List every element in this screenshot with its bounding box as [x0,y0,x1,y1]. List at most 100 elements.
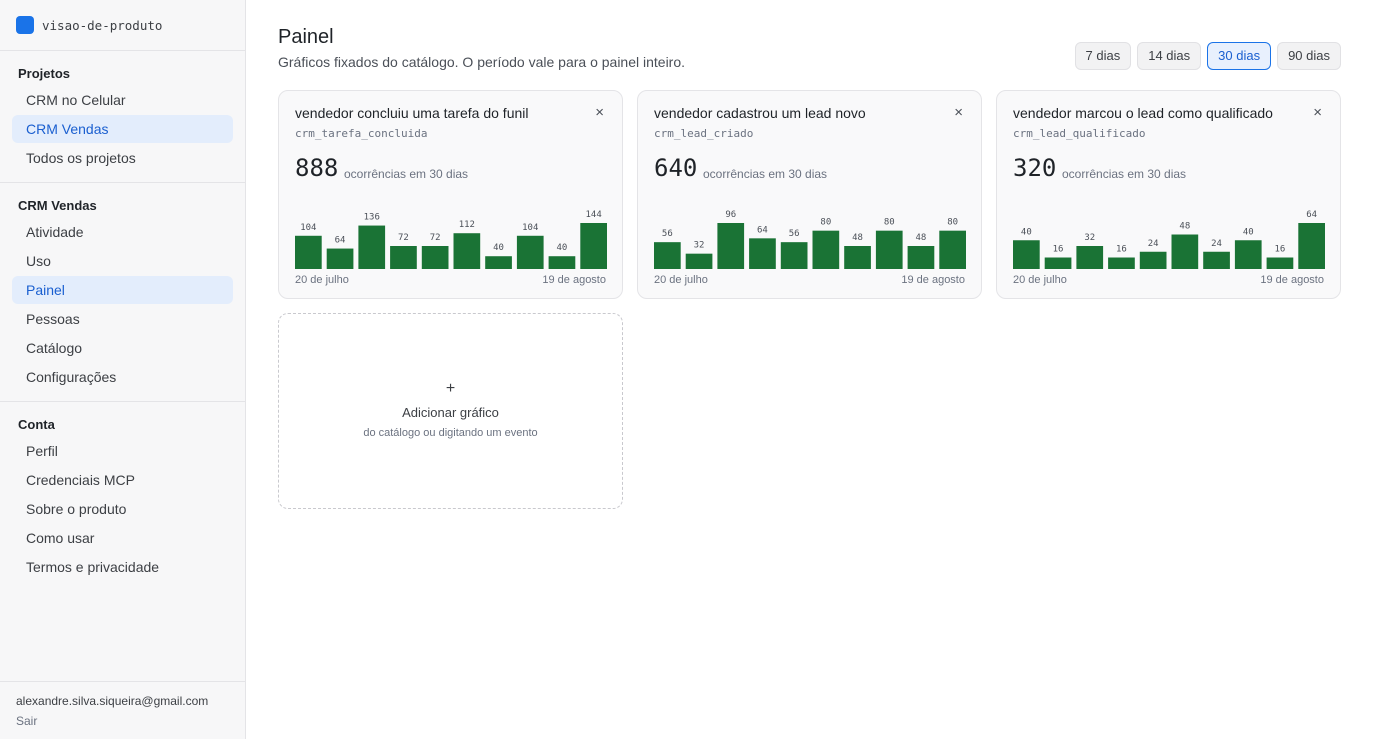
chart-date-end: 19 de agosto [542,274,606,286]
chart-bar-label: 72 [398,233,409,243]
chart-bar [485,256,512,269]
chart-bar-label: 32 [694,241,705,251]
main-content: Painel Gráficos fixados do catálogo. O p… [246,0,1374,739]
chart-bar [516,235,544,269]
sidebar-item-credenciais-mcp[interactable]: Credenciais MCP [26,472,135,488]
period-30-dias-button[interactable]: 30 dias [1207,42,1272,70]
sidebar-footer: alexandre.silva.siqueira@gmail.com Sair [0,681,245,739]
chart-bar [421,246,449,269]
chart-bar-label: 56 [662,229,673,239]
chart-bar [1298,223,1325,269]
chart-bar [654,242,681,269]
sidebar-item-termos-e-privacidade[interactable]: Termos e privacidade [26,559,160,575]
nav-section-title: Projetos [18,66,71,81]
chart-bar-label: 24 [1211,239,1222,249]
chart-bar-label: 40 [557,243,568,253]
sidebar-item-crm-no-celular[interactable]: CRM no Celular [26,92,126,108]
chart-bar [326,248,354,269]
add-chart-title: Adicionar gráfico [402,405,499,420]
sidebar-item-todos-os-projetos[interactable]: Todos os projetos [26,150,136,166]
brand-name: visao-de-produto [42,17,163,33]
period-14-dias-button[interactable]: 14 dias [1137,42,1202,70]
brand[interactable]: visao-de-produto [0,0,245,51]
card-total-label: ocorrências em 30 dias [1062,167,1187,181]
close-icon[interactable]: × [595,104,604,121]
chart-bar-label: 40 [1021,227,1032,237]
page-subtitle: Gráficos fixados do catálogo. O período … [278,54,686,70]
chart-bar [685,253,713,269]
chart-bar [907,246,935,269]
sidebar-item-uso[interactable]: Uso [26,253,51,269]
chart-bar [780,242,808,269]
chart-date-end: 19 de agosto [1260,274,1324,286]
chart-bar-label: 104 [522,223,538,233]
chart-bar-label: 48 [1179,222,1190,232]
chart-bar-label: 96 [725,210,736,220]
nav-section-projetos: Projetos CRM no Celular CRM Vendas Todos… [0,51,245,183]
sidebar-item-catalogo[interactable]: Catálogo [26,340,83,356]
chart-bar-label: 64 [1306,210,1317,220]
chart-bar-label: 32 [1084,233,1095,243]
chart-bar [1013,240,1040,269]
chart-bar [1234,240,1262,269]
chart-bar-label: 40 [1243,227,1254,237]
chart-bar-label: 80 [947,218,958,228]
chart-bar [580,223,607,269]
chart-bar [717,223,745,269]
chart-bar-label: 24 [1148,239,1159,249]
card-total-label: ocorrências em 30 dias [344,167,469,181]
sidebar-item-sobre-o-produto[interactable]: Sobre o produto [26,501,127,517]
chart-bar [1139,251,1167,269]
period-7-dias-button[interactable]: 7 dias [1074,42,1132,70]
nav-section-conta: Conta Perfil Credenciais MCP Sobre o pro… [0,402,245,591]
chart-bar-label: 48 [916,233,927,243]
add-chart-button[interactable]: + Adicionar gráfico do catálogo ou digit… [278,313,623,509]
sidebar-item-crm-vendas[interactable]: CRM Vendas [12,115,233,143]
chart-bar-label: 56 [789,229,800,239]
chart-bar [812,230,840,269]
chart-date-start: 20 de julho [295,274,349,286]
bar-chart: 40 16 32 16 24 48 24 40 16 64 [1013,210,1325,269]
sidebar-item-pessoas[interactable]: Pessoas [26,311,80,327]
chart-bar-label: 112 [459,220,475,230]
chart-bar-label: 16 [1275,245,1286,255]
sidebar-item-configuracoes[interactable]: Configurações [26,369,117,385]
chart-bar [1044,257,1072,269]
card-event-name: crm_tarefa_concluida [295,127,428,140]
bar-chart: 104 64 136 72 72 112 40 104 40 144 [295,210,607,269]
chart-bar-label: 48 [852,233,863,243]
chart-bar [875,230,903,269]
chart-date-end: 19 de agosto [901,274,965,286]
period-90-dias-button[interactable]: 90 dias [1277,42,1341,70]
signout-link[interactable]: Sair [16,714,38,728]
chart-bar-label: 80 [820,218,831,228]
chart-bar-label: 104 [300,223,316,233]
close-icon[interactable]: × [1313,104,1322,121]
user-email: alexandre.silva.siqueira@gmail.com [16,694,209,708]
sidebar-item-como-usar[interactable]: Como usar [26,530,95,546]
chart-bar [1171,234,1199,269]
bar-chart: 56 32 96 64 56 80 48 80 48 80 [654,210,966,269]
nav-section-title: Conta [18,417,55,432]
period-selector: 7 dias 14 dias 30 dias 90 dias [1074,42,1341,70]
sidebar-item-perfil[interactable]: Perfil [26,443,58,459]
nav-section-crm-vendas: CRM Vendas Atividade Uso Painel Pessoas … [0,183,245,402]
card-total: 888 [295,154,339,182]
chart-date-start: 20 de julho [1013,274,1067,286]
chart-bar-label: 64 [757,225,768,235]
chart-bar-label: 136 [364,213,380,223]
app-logo-icon [16,16,34,34]
chart-bar [390,246,417,269]
chart-bar-label: 144 [586,210,602,220]
sidebar-item-atividade[interactable]: Atividade [26,224,84,240]
card-title: vendedor concluiu uma tarefa do funil [295,105,529,121]
nav-section-title: CRM Vendas [18,198,97,213]
chart-bar-label: 16 [1116,245,1127,255]
plus-icon: + [445,380,456,397]
card-total: 320 [1013,154,1057,182]
chart-bar [939,230,966,269]
card-title: vendedor marcou o lead como qualificado [1013,105,1273,121]
sidebar-item-painel[interactable]: Painel [12,276,233,304]
chart-bar [295,235,322,269]
close-icon[interactable]: × [954,104,963,121]
